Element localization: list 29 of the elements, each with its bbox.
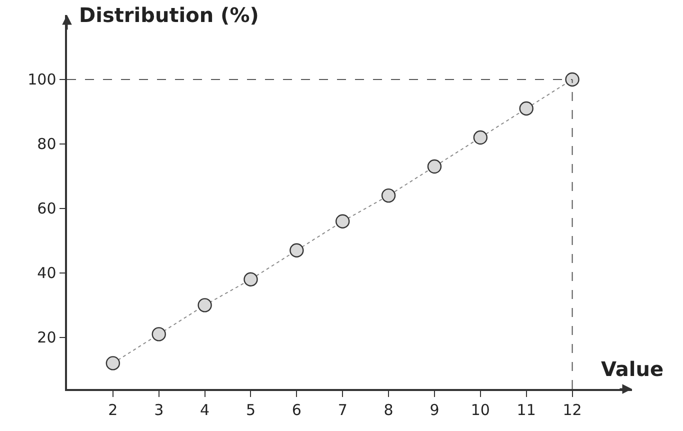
x-tick-label: 5 xyxy=(246,400,256,419)
x-tick-label: 3 xyxy=(154,400,164,419)
y-tick-label: 60 xyxy=(37,200,56,218)
y-tick-label: 100 xyxy=(28,70,56,89)
point xyxy=(198,298,212,312)
x-tick-label: 7 xyxy=(338,400,348,419)
point xyxy=(565,72,580,87)
x-tick-label: 9 xyxy=(430,400,440,419)
x-tick-label: 6 xyxy=(292,400,302,419)
x-tick-label: 4 xyxy=(200,400,210,419)
point xyxy=(519,101,534,116)
point xyxy=(381,188,396,203)
y-tick-label: 40 xyxy=(37,264,56,282)
x-axis-title: Value xyxy=(601,357,664,381)
x-tick-label: 10 xyxy=(470,400,490,419)
y-axis-title: Distribution (%) xyxy=(79,3,259,27)
y-tick-label: 80 xyxy=(37,135,56,154)
x-tick-label: 2 xyxy=(108,400,118,419)
point xyxy=(244,272,258,286)
x-tick-label: 12 xyxy=(562,400,582,419)
y-tick-label: 20 xyxy=(37,328,56,347)
x-tick-label: 11 xyxy=(516,400,536,419)
point xyxy=(427,159,442,174)
point xyxy=(473,130,488,145)
point xyxy=(336,214,350,228)
point xyxy=(290,243,304,258)
point xyxy=(152,327,166,342)
x-tick-label: 8 xyxy=(384,400,394,419)
point xyxy=(106,356,120,370)
